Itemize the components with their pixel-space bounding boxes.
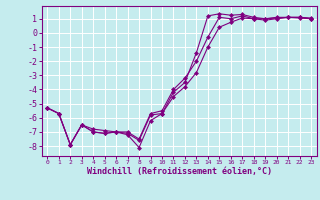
X-axis label: Windchill (Refroidissement éolien,°C): Windchill (Refroidissement éolien,°C) (87, 167, 272, 176)
